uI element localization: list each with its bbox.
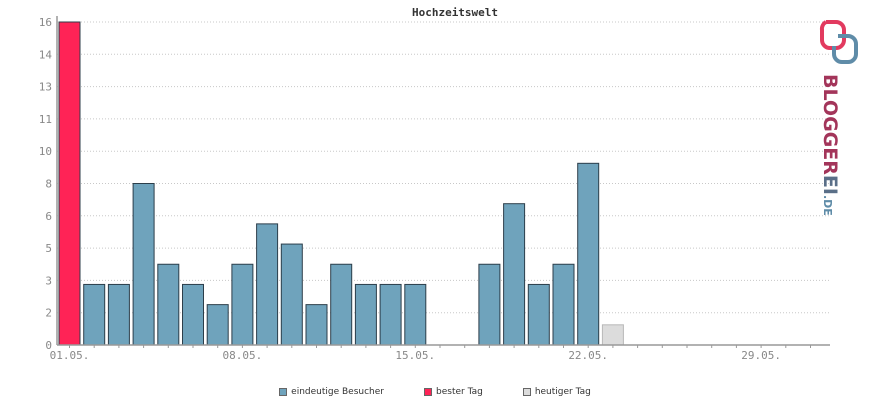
legend: eindeutige Besucher bester Tag heutiger … xyxy=(0,385,870,399)
bar-21-05 xyxy=(552,263,575,346)
x-tick-label: 29.05. xyxy=(741,349,781,362)
legend-label-today: heutiger Tag xyxy=(534,387,591,397)
x-tick-label: 01.05. xyxy=(50,349,90,362)
bar-08-05 xyxy=(231,263,254,346)
svg-text:BLOGGEREI.DE: BLOGGEREI.DE xyxy=(819,74,841,216)
bar-02-05 xyxy=(83,283,106,346)
bar-12-05 xyxy=(330,263,353,346)
y-tick-label: 8 xyxy=(45,178,52,191)
legend-item-best-day: bester Tag xyxy=(424,385,483,399)
chart-title: Hochzeitswelt xyxy=(412,6,498,19)
y-tick-label: 16 xyxy=(39,16,52,29)
legend-swatch-best-day xyxy=(424,388,432,396)
bar-14-05 xyxy=(379,283,402,346)
y-tick-label: 11 xyxy=(39,113,52,126)
x-tick-label: 08.05. xyxy=(223,349,263,362)
bar-04-05 xyxy=(132,183,155,346)
bar-09-05 xyxy=(256,223,279,346)
x-tick-labels: 01.05. 08.05. 15.05. 22.05. 29.05. xyxy=(50,349,781,362)
x-tick-label: 15.05. xyxy=(395,349,435,362)
legend-label-visitors: eindeutige Besucher xyxy=(291,387,384,397)
bar-06-05 xyxy=(182,283,204,346)
legend-swatch-visitors xyxy=(279,388,288,396)
bar-01-05 xyxy=(58,21,81,346)
legend-label-best-day: bester Tag xyxy=(436,387,483,397)
y-tick-label: 10 xyxy=(39,145,52,158)
y-tick-label: 14 xyxy=(39,48,53,61)
bloggerei-logo-icon: BLOGGEREI.DE xyxy=(819,20,858,216)
x-tick-label: 22.05. xyxy=(568,349,608,362)
bar-22-05 xyxy=(577,162,600,346)
bar-07-05 xyxy=(206,304,229,346)
legend-item-today: heutiger Tag xyxy=(522,385,591,399)
bloggerei-logo: BLOGGEREI.DE xyxy=(812,18,862,218)
y-tick-label: 5 xyxy=(45,242,52,255)
bar-19-05 xyxy=(503,203,526,346)
axes xyxy=(56,16,830,348)
legend-swatch-today xyxy=(522,388,531,396)
bar-23-05 xyxy=(601,324,624,346)
y-tick-label: 6 xyxy=(45,210,52,223)
bar-10-05 xyxy=(280,243,303,346)
y-tick-labels: 0 2 3 5 6 8 10 11 13 14 16 xyxy=(39,16,53,352)
y-tick-label: 3 xyxy=(45,274,52,287)
y-tick-label: 0 xyxy=(45,339,52,352)
y-tick-label: 13 xyxy=(39,81,52,94)
y-tick-label: 2 xyxy=(45,307,52,320)
bar-13-05 xyxy=(354,283,377,346)
bar-03-05 xyxy=(107,283,130,346)
bar-20-05 xyxy=(527,283,550,346)
bars xyxy=(58,21,624,346)
bar-05-05 xyxy=(157,263,180,346)
bar-15-05 xyxy=(404,283,427,346)
bar-18-05 xyxy=(478,263,501,346)
legend-item-visitors: eindeutige Besucher xyxy=(279,385,384,399)
bar-11-05 xyxy=(305,304,328,346)
